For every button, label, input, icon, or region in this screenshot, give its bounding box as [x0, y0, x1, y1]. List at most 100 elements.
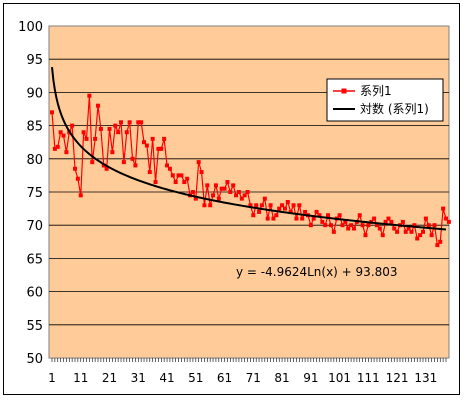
y-tick-label: 50 [26, 352, 43, 367]
series-1-point [277, 206, 282, 211]
series-1-point [196, 160, 201, 165]
x-axis-minor-ticks [51, 358, 447, 362]
series-1-point [219, 186, 224, 191]
series-1-point [331, 229, 336, 234]
series-1-point [124, 130, 129, 135]
gridlines [49, 58, 449, 326]
legend-series-1-label: 系列1 [360, 84, 392, 98]
series-1-point [173, 180, 178, 185]
series-1-point [435, 243, 440, 248]
series-1-point [93, 136, 98, 141]
series-1-point [58, 130, 63, 135]
y-tick-label: 85 [26, 120, 43, 135]
series-1-point [432, 223, 437, 228]
series-1-point [406, 226, 411, 231]
legend-box [326, 78, 444, 122]
series-1-point [349, 223, 354, 228]
x-tick-label: 111 [357, 371, 380, 385]
x-tick-label: 101 [328, 371, 351, 385]
series-1-point [234, 193, 239, 198]
series-1-point [239, 196, 244, 201]
series-1-point [291, 203, 296, 208]
x-tick-label: 11 [73, 371, 88, 385]
series-1-point [116, 130, 121, 135]
series-1-point [96, 103, 101, 108]
series-1-point [357, 213, 362, 218]
series-1-point [444, 216, 448, 221]
series-1-point [130, 156, 135, 161]
series-1-point [328, 223, 333, 228]
series-1-point [55, 144, 60, 149]
series-1-point [216, 196, 221, 201]
series-1-point [167, 166, 172, 171]
series-1-point [426, 223, 431, 228]
series-1-point [259, 203, 264, 208]
series-1-point [139, 120, 144, 125]
series-1-point [87, 93, 92, 98]
y-tick-label: 65 [26, 252, 43, 267]
series-1-point [268, 203, 273, 208]
series-1-point [423, 216, 428, 221]
y-tick-label: 90 [26, 86, 43, 101]
series-1-point [185, 176, 190, 181]
x-axis-tick-labels: 1 11 21 31 41 51 61 71 81 91 101 111 121 131 [48, 371, 437, 385]
chart-frame: 50 55 60 65 70 75 80 85 90 95 100 1 11 21 31 41 51 61 71 8… [3, 3, 460, 395]
series-1-point [282, 206, 287, 211]
trendline-curve [51, 67, 447, 231]
series-1-point [113, 123, 118, 128]
series-1-point [90, 160, 95, 165]
series-1-point [337, 213, 342, 218]
series-1-point [190, 190, 195, 194]
series-1-point [245, 190, 250, 194]
series-1-point [351, 226, 356, 231]
series-1-point [176, 173, 181, 178]
x-tick-label: 91 [303, 371, 318, 385]
series-1-point [150, 136, 155, 141]
series-1-point [280, 203, 285, 208]
series-1-point [170, 173, 175, 178]
x-tick-label: 21 [102, 371, 117, 385]
series-1-point [360, 223, 365, 228]
series-1-point [412, 223, 417, 228]
x-tick-label: 1 [48, 371, 56, 385]
series-1-point [300, 216, 305, 221]
series-1-point [262, 196, 267, 201]
series-1-point [323, 223, 328, 228]
trendline [51, 67, 447, 231]
series-1-point [317, 213, 322, 218]
x-tick-label: 71 [246, 371, 261, 385]
trend-equation: y = -4.9624Ln(x) + 93.803 [236, 265, 398, 279]
series-1-point [84, 136, 89, 141]
series-1-markers [50, 93, 451, 248]
series-1-point [231, 183, 236, 188]
series-1-point [320, 219, 325, 224]
x-tick-label: 81 [274, 371, 289, 385]
series-1-point [297, 203, 302, 208]
series-1-point [208, 203, 213, 208]
series-1-point [326, 213, 331, 218]
series-1-point [98, 126, 103, 131]
series-1-point [70, 123, 75, 128]
series-1-point [182, 180, 187, 185]
x-tick-label: 31 [131, 371, 146, 385]
series-1-point [409, 229, 414, 234]
series-1-point [389, 219, 394, 224]
series-1-point [121, 160, 126, 165]
series-1-point [366, 223, 371, 228]
series-1-point [179, 173, 184, 178]
series-1-point [377, 226, 382, 231]
series-1-point [395, 229, 400, 234]
y-tick-label: 75 [26, 186, 43, 201]
series-1-point [438, 239, 443, 244]
series-1-point [225, 180, 230, 185]
series-1-point [403, 229, 408, 234]
series-1-point [101, 163, 106, 168]
series-1-point [64, 150, 69, 155]
series-1-point [346, 226, 351, 231]
series-1-point [288, 209, 293, 214]
series-1-point [104, 166, 109, 171]
series-1-point [213, 183, 218, 188]
series-1-point [242, 193, 247, 198]
series-1-point [78, 193, 83, 198]
